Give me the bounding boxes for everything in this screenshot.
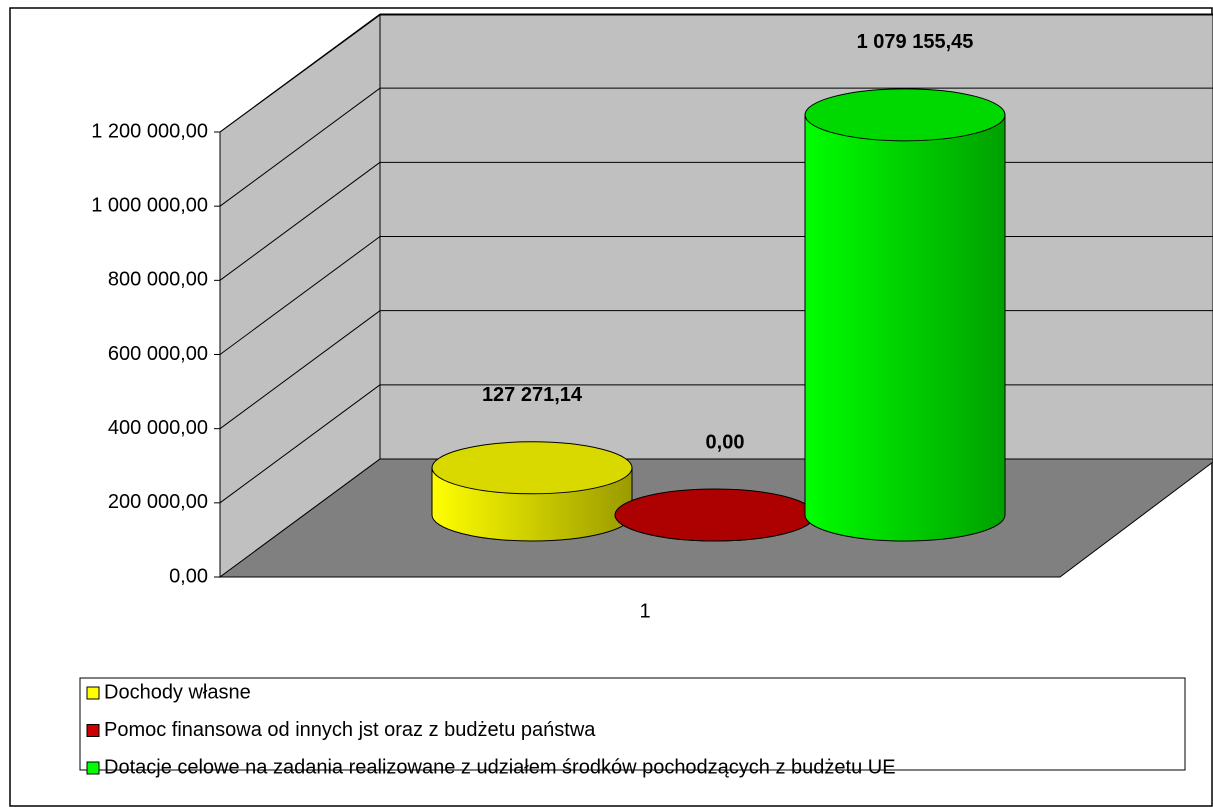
legend-label: Dochody własne [104,681,251,703]
value-label: 127 271,14 [482,384,583,406]
value-label: 1 079 155,45 [857,31,974,53]
y-tick-label: 1 200 000,00 [91,120,208,142]
grid-line [219,161,381,281]
legend [79,677,1186,771]
y-tick-label: 800 000,00 [108,269,208,291]
legend-swatch [86,761,100,775]
grid-line [219,87,381,207]
legend-swatch [86,724,100,737]
grid-line [219,13,381,133]
value-label: 0,00 [706,431,745,453]
x-tick-label: 1 [639,600,650,622]
cylinder-top [804,88,1006,142]
cylinder-top [614,488,816,542]
y-tick-label: 400 000,00 [108,417,208,439]
legend-label: Pomoc finansowa od innych jst oraz z bud… [104,719,596,741]
grid-line [219,384,381,504]
y-tick-label: 0,00 [169,565,208,587]
legend-label: Dotacje celowe na zadania realizowane z … [104,756,896,778]
grid-line [219,310,381,430]
grid-line [219,236,381,355]
cylinder-body [804,114,1006,542]
y-tick-label: 600 000,00 [108,343,208,365]
y-tick-label: 1 000 000,00 [91,194,208,216]
y-tick-label: 200 000,00 [108,491,208,513]
legend-swatch [86,686,100,700]
cylinder-top [431,441,633,495]
